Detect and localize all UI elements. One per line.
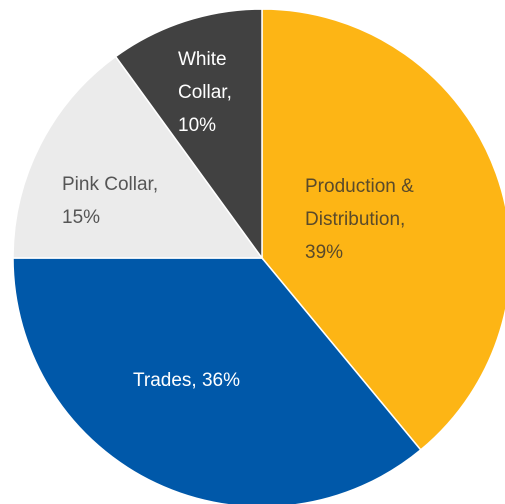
data-label: Production & Distribution, 39% (305, 176, 414, 263)
data-label: Trades, 36% (133, 370, 240, 391)
pie-slice (261, 8, 505, 451)
data-label: White Collar, 10% (178, 49, 232, 136)
pie-slice (12, 257, 422, 504)
data-label-line: Pink Collar, (62, 174, 158, 195)
pie-slice (114, 8, 263, 261)
data-label-line: Collar, (178, 82, 232, 103)
data-label-line: 39% (305, 242, 343, 263)
data-label-line: 15% (62, 207, 100, 228)
data-label-line: White (178, 49, 227, 70)
data-label: Pink Collar, 15% (62, 174, 158, 228)
data-label-line: Production & (305, 176, 414, 197)
data-label-line: Distribution, (305, 209, 405, 230)
data-label-line: 10% (178, 115, 216, 136)
data-label-line: Trades, 36% (133, 370, 240, 391)
pie-slice (12, 55, 264, 259)
